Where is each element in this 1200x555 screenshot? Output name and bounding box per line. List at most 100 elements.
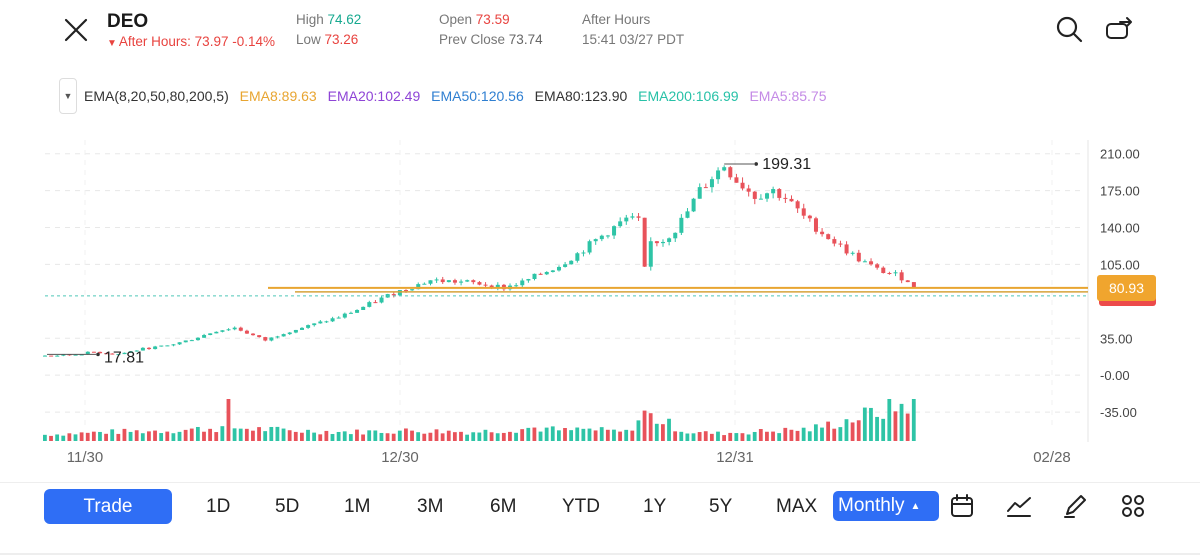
x-tick-label: 11/30 [67,449,103,466]
candle-up [208,333,213,336]
volume-bar [312,432,317,441]
volume-bar [856,420,861,441]
volume-bar [226,399,231,441]
volume-bar [293,431,298,441]
volume-bar [269,426,274,441]
candle-down [404,290,409,292]
volume-bar [869,407,873,441]
ema5-value: EMA5:85.75 [749,88,827,104]
candle-up [361,306,366,310]
candle-down [801,208,806,216]
volume-bar [134,430,139,441]
volume-bar [605,429,610,441]
volume-bar [777,433,782,441]
volume-bar [232,428,237,441]
price-chart[interactable]: 210.00 175.00 140.00 105.00 35.00 -0.00 -35.00… [0,130,1200,475]
high-stat: High 74.62 [296,12,362,27]
volume-bar [452,432,457,441]
volume-bar [563,428,567,441]
volume-bar [795,430,800,441]
candle-up [220,330,225,332]
volume-bar [465,434,470,441]
share-icon[interactable] [1104,14,1134,44]
close-icon[interactable] [60,14,92,46]
volume-bar [844,419,849,441]
volume-bar [673,431,678,441]
indicator-icon[interactable] [1006,493,1032,519]
volume-bar [765,431,769,441]
period-ytd[interactable]: YTD [562,496,600,517]
candle-down [483,284,488,286]
ema-label: EMA(8,20,50,80,200,5) [84,88,229,104]
high-value: 74.62 [327,12,362,27]
candle-up [342,313,347,318]
grid-menu-icon[interactable] [1120,493,1146,519]
period-1d[interactable]: 1D [206,496,231,517]
volume-bar [850,422,855,441]
period-3m[interactable]: 3M [417,496,444,517]
candle-up [661,241,666,244]
search-icon[interactable] [1054,14,1084,44]
ema8-value: EMA8:89.63 [239,88,317,104]
calendar-icon[interactable] [949,493,975,519]
candle-down [471,280,476,283]
volume-bar [599,427,604,441]
period-5d[interactable]: 5D [275,496,300,517]
period-6m[interactable]: 6M [490,496,517,517]
candle-up [459,281,464,283]
volume-bar [556,430,561,441]
period-1y[interactable]: 1Y [643,496,667,517]
x-tick-label: 02/28 [1033,449,1071,466]
candle-up [758,198,763,200]
volume-bar [734,433,739,441]
candle-down [856,252,861,262]
candle-up [422,283,427,285]
volume-bar [587,428,592,441]
candle-down [257,335,262,338]
ema-legend[interactable]: EMA(8,20,50,80,200,5) EMA8:89.63 EMA20:1… [84,88,834,104]
volume-bar [373,430,378,441]
candle-down [147,347,152,350]
volume-bar [153,430,157,441]
volume-bar [832,428,837,441]
volume-bar [348,434,353,441]
volume-bar [251,430,255,441]
candle-up [348,312,353,314]
period-max[interactable]: MAX [776,496,818,517]
prev-close-value: 73.74 [508,32,543,47]
volume-bar [758,429,763,441]
low-value: 73.26 [324,32,359,47]
candle-up [73,354,78,356]
draw-tool-icon[interactable] [1062,493,1088,519]
volume-bar [550,426,555,441]
period-5y[interactable]: 5Y [709,496,733,517]
volume-bar [85,432,90,441]
volume-bar [104,433,108,441]
volume-bar [318,434,323,441]
down-triangle-icon: ▼ [107,38,117,49]
candle-up [630,216,635,218]
candle-down [807,215,812,219]
candle-down [795,201,800,209]
volume-bar [244,428,249,441]
candle-down [373,302,378,304]
current-price-tag: 80.93 [1097,275,1156,301]
candle-up [330,318,335,322]
trade-button[interactable]: Trade [44,489,172,524]
interval-dropdown[interactable]: Monthly ▲ [833,491,939,521]
candle-up [318,321,323,324]
volume-bar [422,433,427,441]
candle-up [569,260,574,265]
chart-overlays: 199.31 17.81 [45,156,1088,366]
candle-up [177,342,182,345]
candle-down [875,264,880,268]
volume-bar [446,430,451,441]
candle-down [391,294,396,296]
period-1m[interactable]: 1M [344,496,371,517]
candle-down [538,273,543,275]
candle-up [514,285,519,287]
volume-bar [67,433,72,441]
bottom-toolbar: Trade 1D 5D 1M 3M 6M YTD 1Y 5Y MAX Month… [0,482,1200,542]
indicator-toggle-button[interactable]: ▼ [59,78,77,114]
volume-bar [807,431,812,441]
